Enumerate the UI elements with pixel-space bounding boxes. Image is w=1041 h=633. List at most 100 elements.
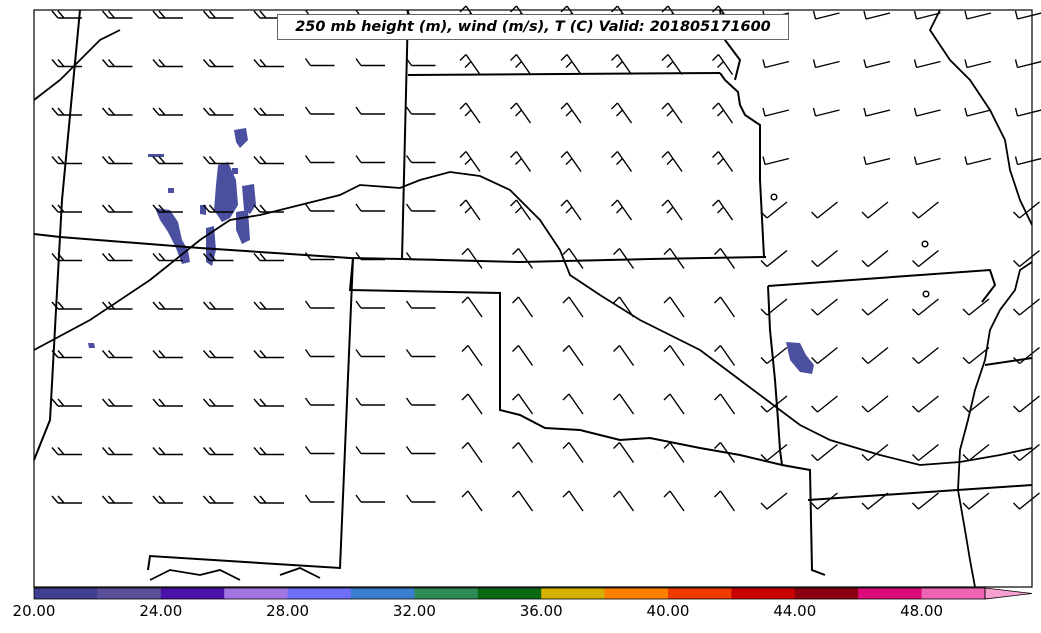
wind-barb [101, 350, 133, 359]
wind-barb [762, 156, 790, 166]
wind-barb [811, 346, 838, 365]
wind-barb [405, 494, 436, 503]
wind-barb [714, 248, 736, 269]
wind-barb [912, 249, 939, 268]
colorbar-segment [858, 588, 923, 599]
colorbar-tick-label: 24.00 [139, 602, 183, 620]
wind-barb [562, 393, 584, 415]
wind-barbs [51, 5, 1041, 512]
wind-barb [912, 346, 939, 365]
wind-barb [253, 107, 284, 116]
new-mexico-east [147, 257, 354, 571]
wind-barb [962, 346, 990, 365]
wind-shading-blob [168, 188, 174, 193]
wind-barb [152, 59, 183, 68]
wind-barb [964, 107, 992, 117]
mississippi-river [957, 261, 1033, 588]
colorbar-tick-label: 20.00 [12, 602, 56, 620]
wind-barb [661, 151, 683, 172]
wind-barb [459, 199, 481, 221]
wind-barb [355, 203, 385, 212]
colorbar-outline [33, 587, 986, 600]
wind-barb [355, 58, 385, 67]
wind-barb [304, 203, 335, 212]
wind-barb [613, 490, 635, 512]
wind-barb [562, 442, 584, 463]
wind-shading-blob [155, 208, 190, 264]
wind-barb [304, 446, 335, 455]
wind-barb [101, 398, 133, 407]
wind-barb [355, 300, 385, 309]
wind-barb [512, 248, 534, 269]
wind-barb [962, 395, 990, 413]
wind-barb [1013, 201, 1040, 219]
wind-barb [405, 155, 436, 164]
wind-barb [760, 443, 788, 462]
colorbar-segment [160, 588, 225, 599]
wind-barb [51, 59, 82, 68]
wind-barb [1014, 156, 1041, 166]
wind-barb [811, 298, 838, 316]
calm-circle [770, 193, 778, 201]
wind-shading-blob [232, 168, 238, 174]
wind-barb [253, 156, 284, 165]
state-borders [33, 9, 1033, 576]
wind-barb [405, 58, 436, 67]
wind-barb [304, 58, 335, 67]
wind-barb [202, 107, 234, 116]
calm-circle [921, 240, 929, 248]
wind-barb [152, 447, 183, 456]
colorbar-tick-label: 40.00 [646, 602, 690, 620]
wind-barb [861, 346, 889, 365]
wind-shading-blob [234, 128, 248, 148]
wind-barb [355, 494, 385, 503]
colorbar-segment [921, 588, 986, 599]
wind-barb [152, 253, 183, 262]
wind-barb [562, 296, 584, 318]
wind-barb [812, 10, 840, 20]
wind-barb [863, 10, 891, 20]
colorbar-segment [668, 588, 732, 599]
wind-barb [1014, 59, 1041, 69]
wind-barb [913, 107, 941, 117]
wind-barb [613, 296, 635, 318]
wind-barb [405, 446, 436, 455]
wind-barb [663, 296, 685, 318]
wind-barb [253, 398, 284, 407]
wind-shading-blob [206, 226, 216, 266]
wind-barb [512, 296, 534, 318]
wind-barb [760, 249, 788, 268]
wind-barb [202, 156, 234, 165]
wind-barb [861, 249, 889, 268]
plot-frame [33, 9, 1033, 588]
calm-circles [770, 193, 930, 298]
wind-barb [51, 398, 82, 407]
wind-barb [611, 199, 633, 221]
wind-barb [560, 151, 582, 172]
wind-barb [712, 102, 734, 124]
wind-barb [712, 151, 734, 172]
wind-barb [1013, 346, 1040, 365]
colorbar-segment [477, 588, 542, 599]
wind-barb [202, 301, 234, 310]
wind-barb [811, 443, 838, 462]
colorbar-tick-label: 28.00 [266, 602, 310, 620]
wind-barb [912, 298, 939, 316]
colorbar [33, 587, 1033, 600]
wind-barb [253, 495, 284, 504]
wind-barb [405, 397, 436, 406]
calm-circle [922, 290, 930, 298]
colorado-river [33, 171, 1033, 466]
wind-barb [1013, 492, 1040, 510]
wind-barb [152, 398, 183, 407]
wind-barb [510, 151, 532, 172]
wyoming-nebraska-border [33, 233, 767, 264]
wind-barb [962, 492, 990, 510]
wind-barb [913, 59, 941, 69]
wind-barb [202, 447, 234, 456]
wind-barb [101, 253, 133, 262]
wind-barb [663, 248, 685, 269]
wind-barb [152, 301, 183, 310]
wind-barb [253, 59, 284, 68]
